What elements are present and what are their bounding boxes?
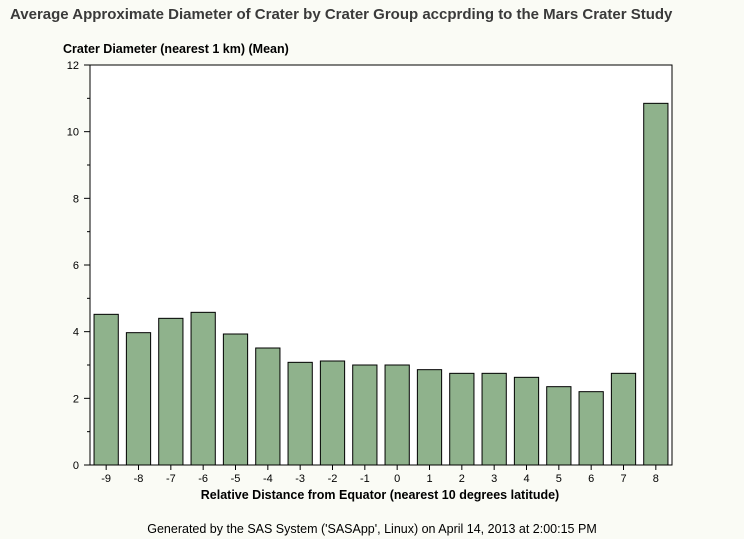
x-tick-label: -3 <box>295 473 305 485</box>
x-tick-label: -6 <box>198 473 208 485</box>
bar <box>546 386 572 466</box>
bar <box>255 347 281 466</box>
bar <box>610 372 637 466</box>
bars <box>93 102 669 466</box>
chart-title: Average Approximate Diameter of Crater b… <box>10 6 673 23</box>
y-axis: 0 2 4 6 8 10 12 <box>67 60 90 472</box>
x-axis: -9 -8 -7 -6 -5 -4 -3 -2 -1 0 1 2 3 4 5 6 7 8 <box>101 465 659 485</box>
x-tick-label: 3 <box>491 473 497 485</box>
y-tick-label: 2 <box>73 393 79 405</box>
bar <box>643 102 669 466</box>
y-tick-label: 6 <box>73 260 79 272</box>
bar <box>481 372 507 466</box>
x-tick-label: -7 <box>166 473 176 485</box>
y-tick-label: 4 <box>73 327 79 339</box>
x-tick-label: 1 <box>426 473 432 485</box>
y-axis-label: Crater Diameter (nearest 1 km) (Mean) <box>63 42 289 56</box>
y-tick-label: 12 <box>67 60 79 72</box>
bar <box>352 364 378 466</box>
x-tick-label: -9 <box>101 473 111 485</box>
bar <box>93 313 119 466</box>
y-tick-label: 0 <box>73 460 79 472</box>
bar <box>449 372 475 466</box>
bar <box>190 311 216 466</box>
x-tick-label: -4 <box>263 473 273 485</box>
x-tick-label: -8 <box>134 473 144 485</box>
x-tick-label: 5 <box>556 473 562 485</box>
x-tick-label: 7 <box>620 473 626 485</box>
x-tick-label: 2 <box>459 473 465 485</box>
bar <box>319 360 346 466</box>
y-tick-label: 8 <box>73 193 79 205</box>
x-tick-label: 0 <box>394 473 400 485</box>
plot-area <box>89 64 673 466</box>
x-tick-label: 8 <box>653 473 659 485</box>
y-tick-label: 10 <box>67 127 79 139</box>
bar <box>384 364 410 466</box>
x-tick-label: -5 <box>231 473 241 485</box>
bar <box>513 376 540 466</box>
bar <box>125 332 152 466</box>
bar <box>416 369 443 466</box>
x-tick-label: -2 <box>328 473 338 485</box>
x-tick-label: -1 <box>360 473 370 485</box>
bar <box>287 361 313 466</box>
bar <box>222 333 249 466</box>
x-tick-label: 6 <box>588 473 594 485</box>
footer-note: Generated by the SAS System ('SASApp', L… <box>147 522 597 536</box>
bar <box>158 317 184 466</box>
bar <box>578 391 604 466</box>
x-axis-label: Relative Distance from Equator (nearest … <box>201 488 559 502</box>
x-tick-label: 4 <box>523 473 529 485</box>
